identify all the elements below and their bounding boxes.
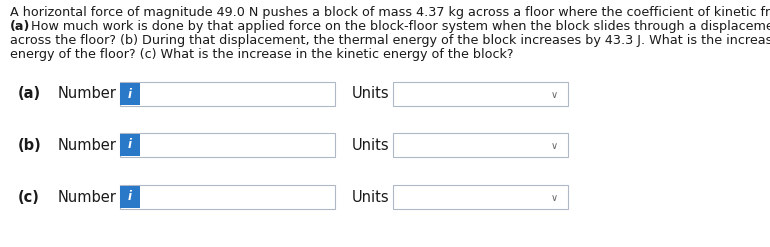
FancyBboxPatch shape xyxy=(120,82,335,106)
Text: i: i xyxy=(128,190,132,204)
FancyBboxPatch shape xyxy=(393,82,568,106)
Text: (a): (a) xyxy=(10,20,30,33)
FancyBboxPatch shape xyxy=(120,186,140,208)
Text: energy of the floor? (c) What is the increase in the kinetic energy of the block: energy of the floor? (c) What is the inc… xyxy=(10,48,514,61)
Text: ∨: ∨ xyxy=(551,90,557,100)
Text: A horizontal force of magnitude 49.0 N pushes a block of mass 4.37 kg across a f: A horizontal force of magnitude 49.0 N p… xyxy=(10,6,770,19)
Text: i: i xyxy=(128,139,132,151)
Text: Number: Number xyxy=(58,138,117,152)
Text: ∨: ∨ xyxy=(551,193,557,203)
FancyBboxPatch shape xyxy=(120,83,140,105)
Text: Units: Units xyxy=(352,189,390,205)
FancyBboxPatch shape xyxy=(120,133,335,157)
FancyBboxPatch shape xyxy=(120,185,335,209)
Text: Number: Number xyxy=(58,189,117,205)
Text: Units: Units xyxy=(352,138,390,152)
Text: Number: Number xyxy=(58,86,117,102)
Text: across the floor? (b) During that displacement, the thermal energy of the block : across the floor? (b) During that displa… xyxy=(10,34,770,47)
Text: (a): (a) xyxy=(18,86,41,102)
FancyBboxPatch shape xyxy=(120,134,140,156)
Text: (b): (b) xyxy=(18,138,42,152)
Text: (c): (c) xyxy=(18,189,40,205)
FancyBboxPatch shape xyxy=(393,185,568,209)
Text: How much work is done by that applied force on the block-floor system when the b: How much work is done by that applied fo… xyxy=(27,20,770,33)
FancyBboxPatch shape xyxy=(393,133,568,157)
Text: i: i xyxy=(128,87,132,101)
Text: Units: Units xyxy=(352,86,390,102)
Text: ∨: ∨ xyxy=(551,141,557,151)
